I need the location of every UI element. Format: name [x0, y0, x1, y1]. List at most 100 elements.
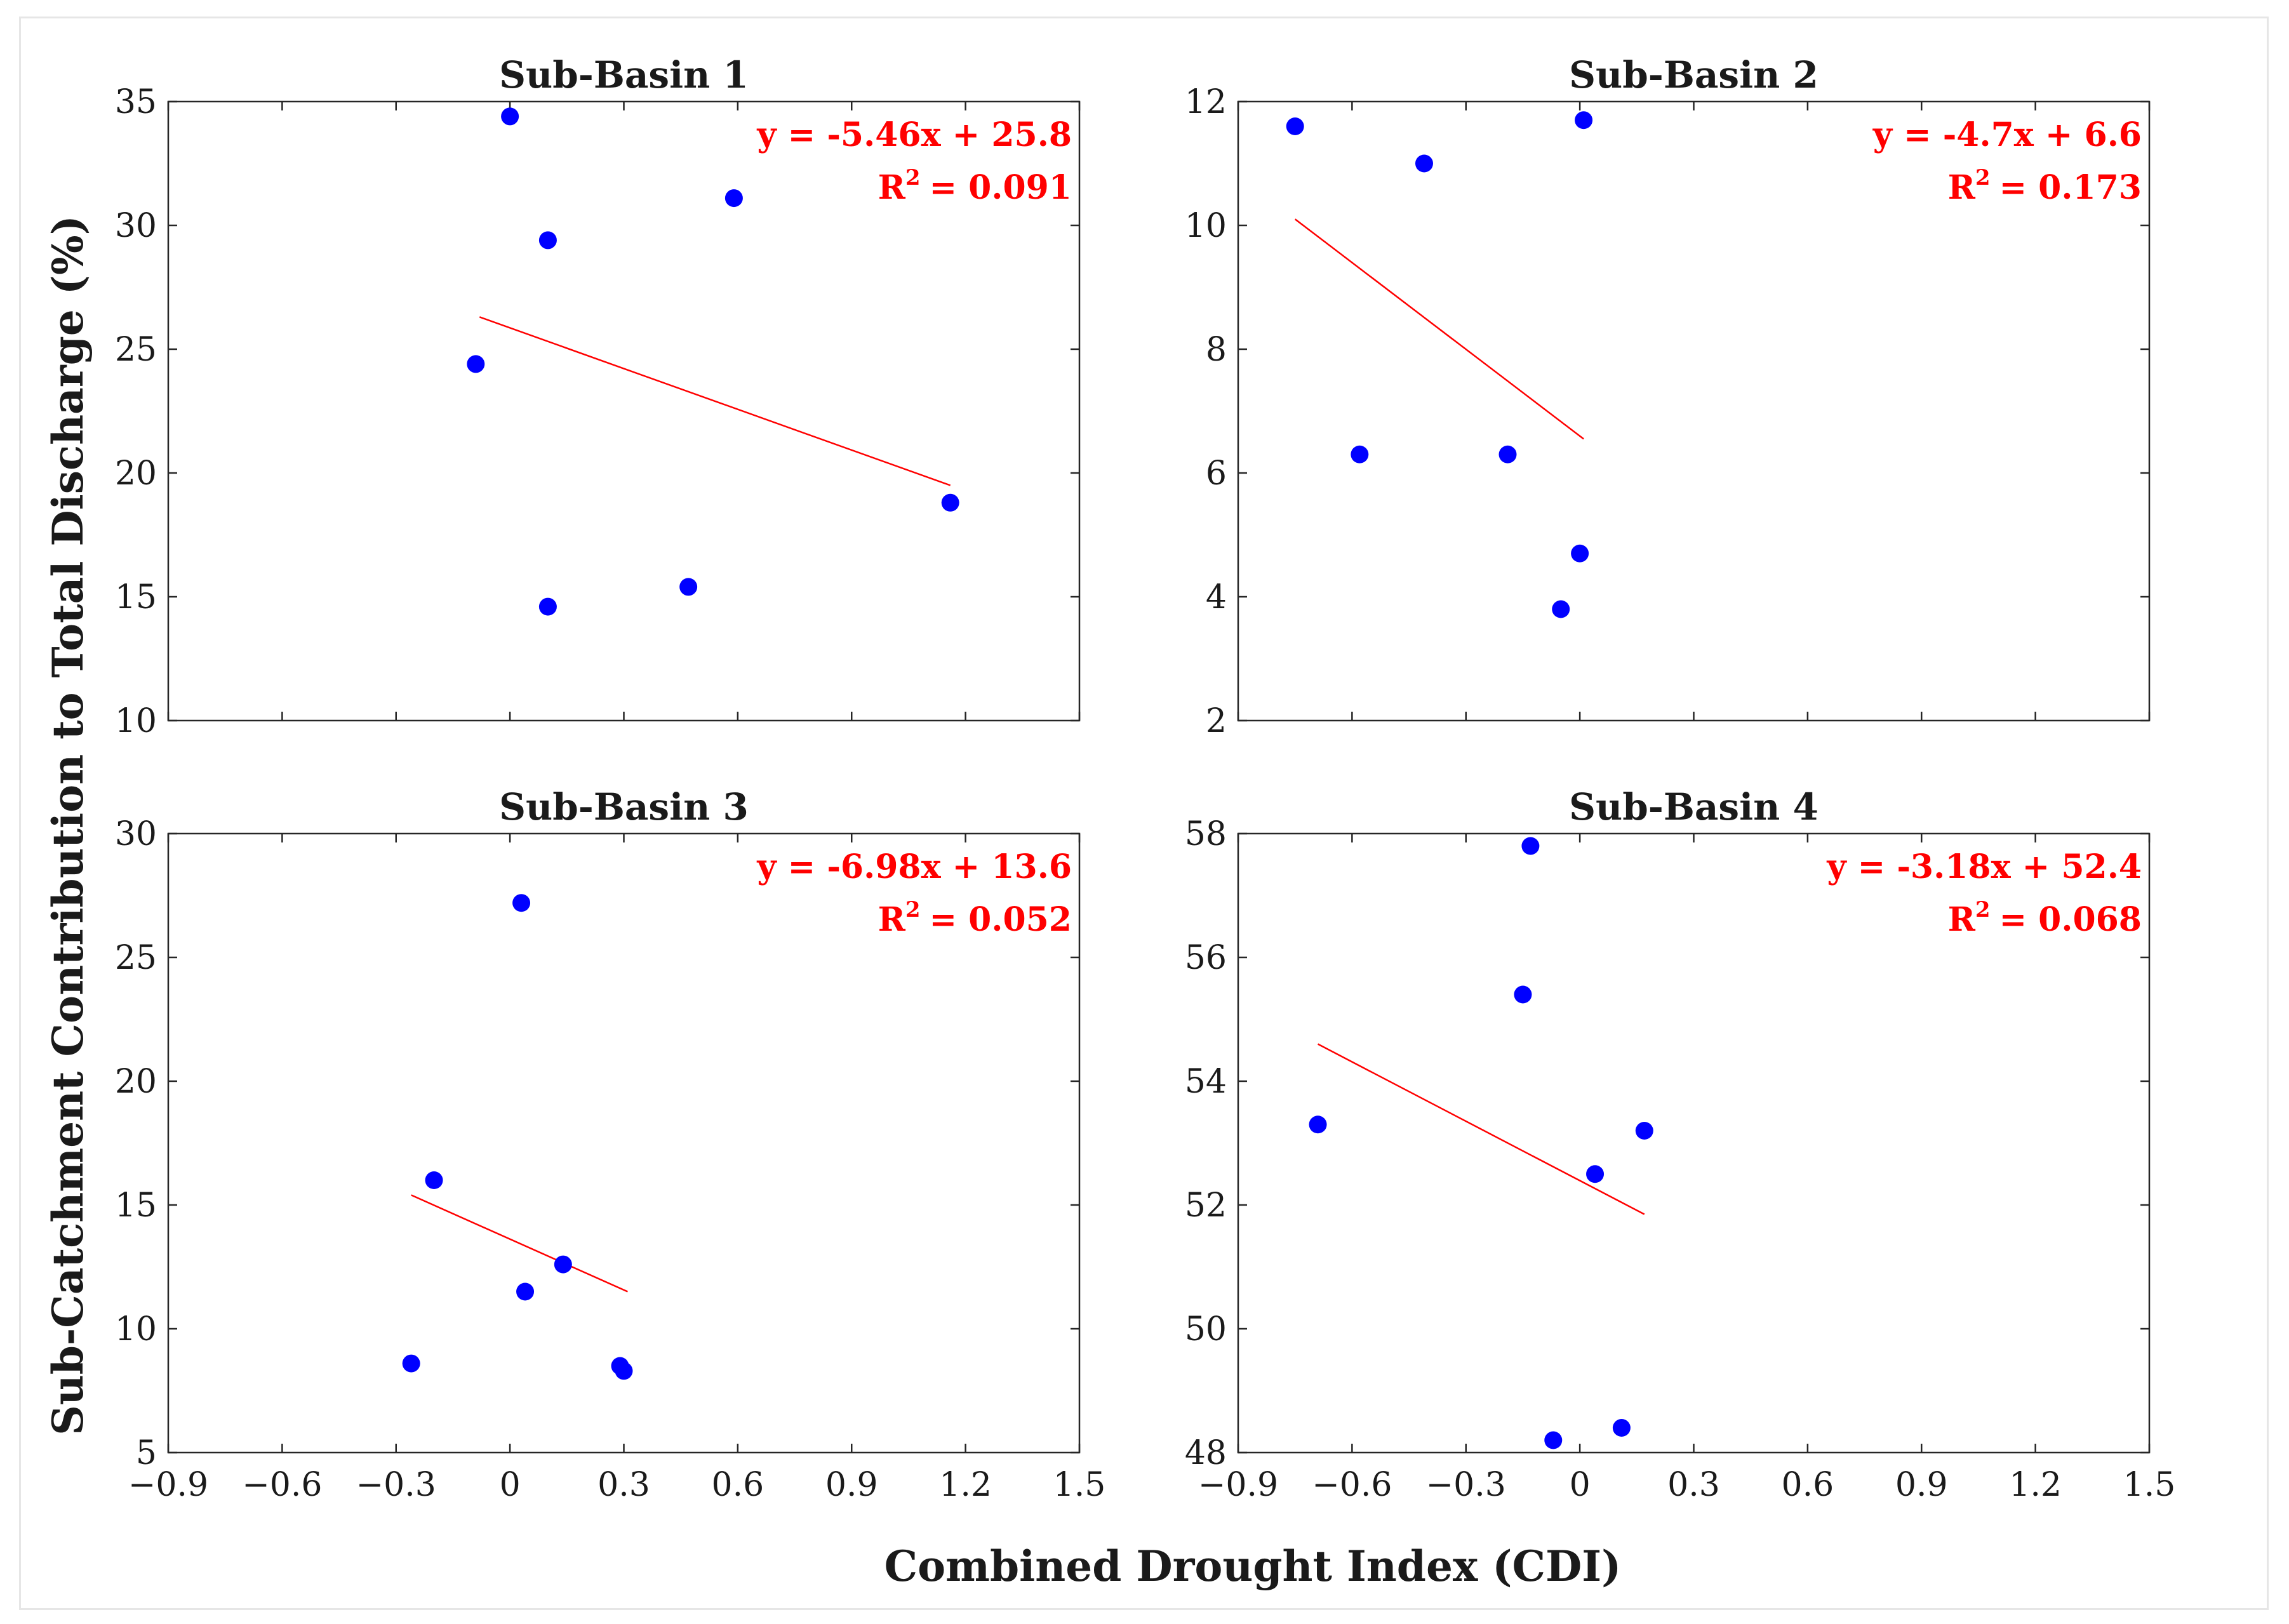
y-tick-label: 15: [115, 1187, 157, 1225]
data-point: [538, 231, 557, 250]
y-tick-label: 25: [115, 939, 157, 977]
y-tick-label: 10: [115, 702, 157, 740]
r-squared-superscript: 2: [905, 165, 921, 190]
r-squared-symbol: R: [878, 168, 906, 207]
data-point: [1571, 544, 1589, 562]
y-tick-label: 20: [115, 455, 157, 493]
regression-equation: y = -6.98x + 13.6: [756, 848, 1072, 886]
panel-title: Sub-Basin 2: [1569, 53, 1819, 97]
data-point: [1612, 1419, 1631, 1437]
x-tick-label: 1.2: [2009, 1466, 2062, 1504]
y-tick-label: 25: [115, 331, 157, 369]
y-tick-label: 6: [1206, 455, 1227, 493]
x-tick-label: 0: [1570, 1466, 1591, 1504]
r-squared: R2 = 0.052: [878, 897, 1072, 939]
data-point: [516, 1282, 535, 1301]
r-squared-symbol: R: [1948, 168, 1976, 207]
r-squared-superscript: 2: [1975, 897, 1991, 922]
y-tick-label: 20: [115, 1063, 157, 1101]
regression-line: [411, 1194, 628, 1293]
y-tick-label: 12: [1185, 83, 1227, 121]
y-tick-label: 30: [115, 207, 157, 245]
y-tick-label: 30: [115, 815, 157, 853]
data-point: [467, 355, 485, 373]
x-tick-label: 0.3: [1667, 1466, 1720, 1504]
data-point: [1552, 600, 1570, 618]
y-tick-label: 58: [1185, 815, 1227, 853]
data-point: [402, 1354, 420, 1373]
x-tick-label: −0.9: [1198, 1466, 1278, 1504]
r-squared-superscript: 2: [1975, 165, 1991, 190]
x-tick-label: −0.9: [128, 1466, 208, 1504]
data-point: [1544, 1431, 1563, 1449]
x-tick-label: 0.6: [1782, 1466, 1834, 1504]
x-tick-label: −0.6: [1312, 1466, 1392, 1504]
regression-equation: y = -5.46x + 25.8: [756, 116, 1072, 154]
x-tick-label: 0: [500, 1466, 521, 1504]
data-point: [1351, 445, 1369, 463]
y-tick-label: 54: [1185, 1063, 1227, 1101]
y-tick-label: 10: [115, 1310, 157, 1348]
r-squared-superscript: 2: [905, 897, 921, 922]
r-squared: R2 = 0.173: [1948, 165, 2142, 207]
data-point: [679, 578, 698, 596]
y-tick-label: 8: [1206, 331, 1227, 369]
data-point: [1586, 1165, 1605, 1183]
x-tick-label: 1.5: [2123, 1466, 2176, 1504]
regression-equation: y = -4.7x + 6.6: [1872, 116, 2142, 154]
data-point: [1415, 154, 1433, 173]
data-point: [512, 894, 531, 912]
data-point: [501, 107, 519, 126]
y-tick-label: 4: [1206, 578, 1227, 616]
x-tick-label: 1.5: [1053, 1466, 1106, 1504]
data-point: [1514, 985, 1532, 1004]
x-tick-label: 0.9: [1895, 1466, 1948, 1504]
r-squared-value: = 0.091: [929, 168, 1072, 207]
y-tick-label: 48: [1185, 1434, 1227, 1472]
x-tick-label: 0.6: [712, 1466, 764, 1504]
regression-equation: y = -3.18x + 52.4: [1826, 848, 2142, 886]
panel-title: Sub-Basin 1: [499, 53, 749, 97]
r-squared-value: = 0.068: [1999, 900, 2142, 939]
r-squared: R2 = 0.091: [878, 165, 1072, 207]
y-axis-label: Sub-Catchment Contribution to Total Disc…: [43, 215, 93, 1435]
data-point: [1309, 1115, 1327, 1134]
r-squared-symbol: R: [1948, 900, 1976, 939]
x-tick-label: 0.3: [597, 1466, 650, 1504]
data-point: [724, 189, 743, 208]
x-tick-label: −0.3: [1426, 1466, 1506, 1504]
data-point: [1575, 111, 1593, 130]
x-axis-label: Combined Drought Index (CDI): [884, 1541, 1622, 1591]
panel-4: −0.9 −0.6 −0.3 0 0.3 0.6 0.9 1.2 1.5 48 50 52 54 56 58…: [1185, 785, 2176, 1504]
r-squared-symbol: R: [878, 900, 906, 939]
regression-line: [1294, 218, 1584, 440]
y-tick-label: 5: [136, 1434, 157, 1472]
x-tick-label: 0.9: [825, 1466, 878, 1504]
data-point: [1498, 445, 1517, 463]
data-point: [1635, 1122, 1653, 1140]
r-squared-value: = 0.173: [1999, 168, 2142, 207]
regression-line: [1317, 1043, 1645, 1215]
data-point: [1521, 837, 1540, 855]
panel-title: Sub-Basin 4: [1569, 785, 1819, 829]
figure-frame: [19, 17, 2269, 1610]
y-tick-label: 52: [1185, 1187, 1227, 1225]
y-tick-label: 2: [1206, 702, 1227, 740]
data-point: [538, 597, 557, 616]
data-point: [554, 1255, 572, 1274]
x-tick-label: −0.6: [242, 1466, 322, 1504]
panel-title: Sub-Basin 3: [499, 785, 749, 829]
r-squared: R2 = 0.068: [1948, 897, 2142, 939]
data-point: [615, 1362, 633, 1380]
panel-1: 10 15 20 25 30 35 Sub-Basin 1y = -5.46x + 25.8…: [115, 53, 1081, 740]
r-squared-value: = 0.052: [929, 900, 1072, 939]
y-tick-label: 56: [1185, 939, 1227, 977]
data-point: [1286, 117, 1304, 135]
y-tick-label: 10: [1185, 207, 1227, 245]
panel-3: −0.9 −0.6 −0.3 0 0.3 0.6 0.9 1.2 1.5 5 10 15 20 25 30 S…: [115, 785, 1106, 1504]
x-tick-label: 1.2: [939, 1466, 992, 1504]
y-tick-label: 35: [115, 83, 157, 121]
